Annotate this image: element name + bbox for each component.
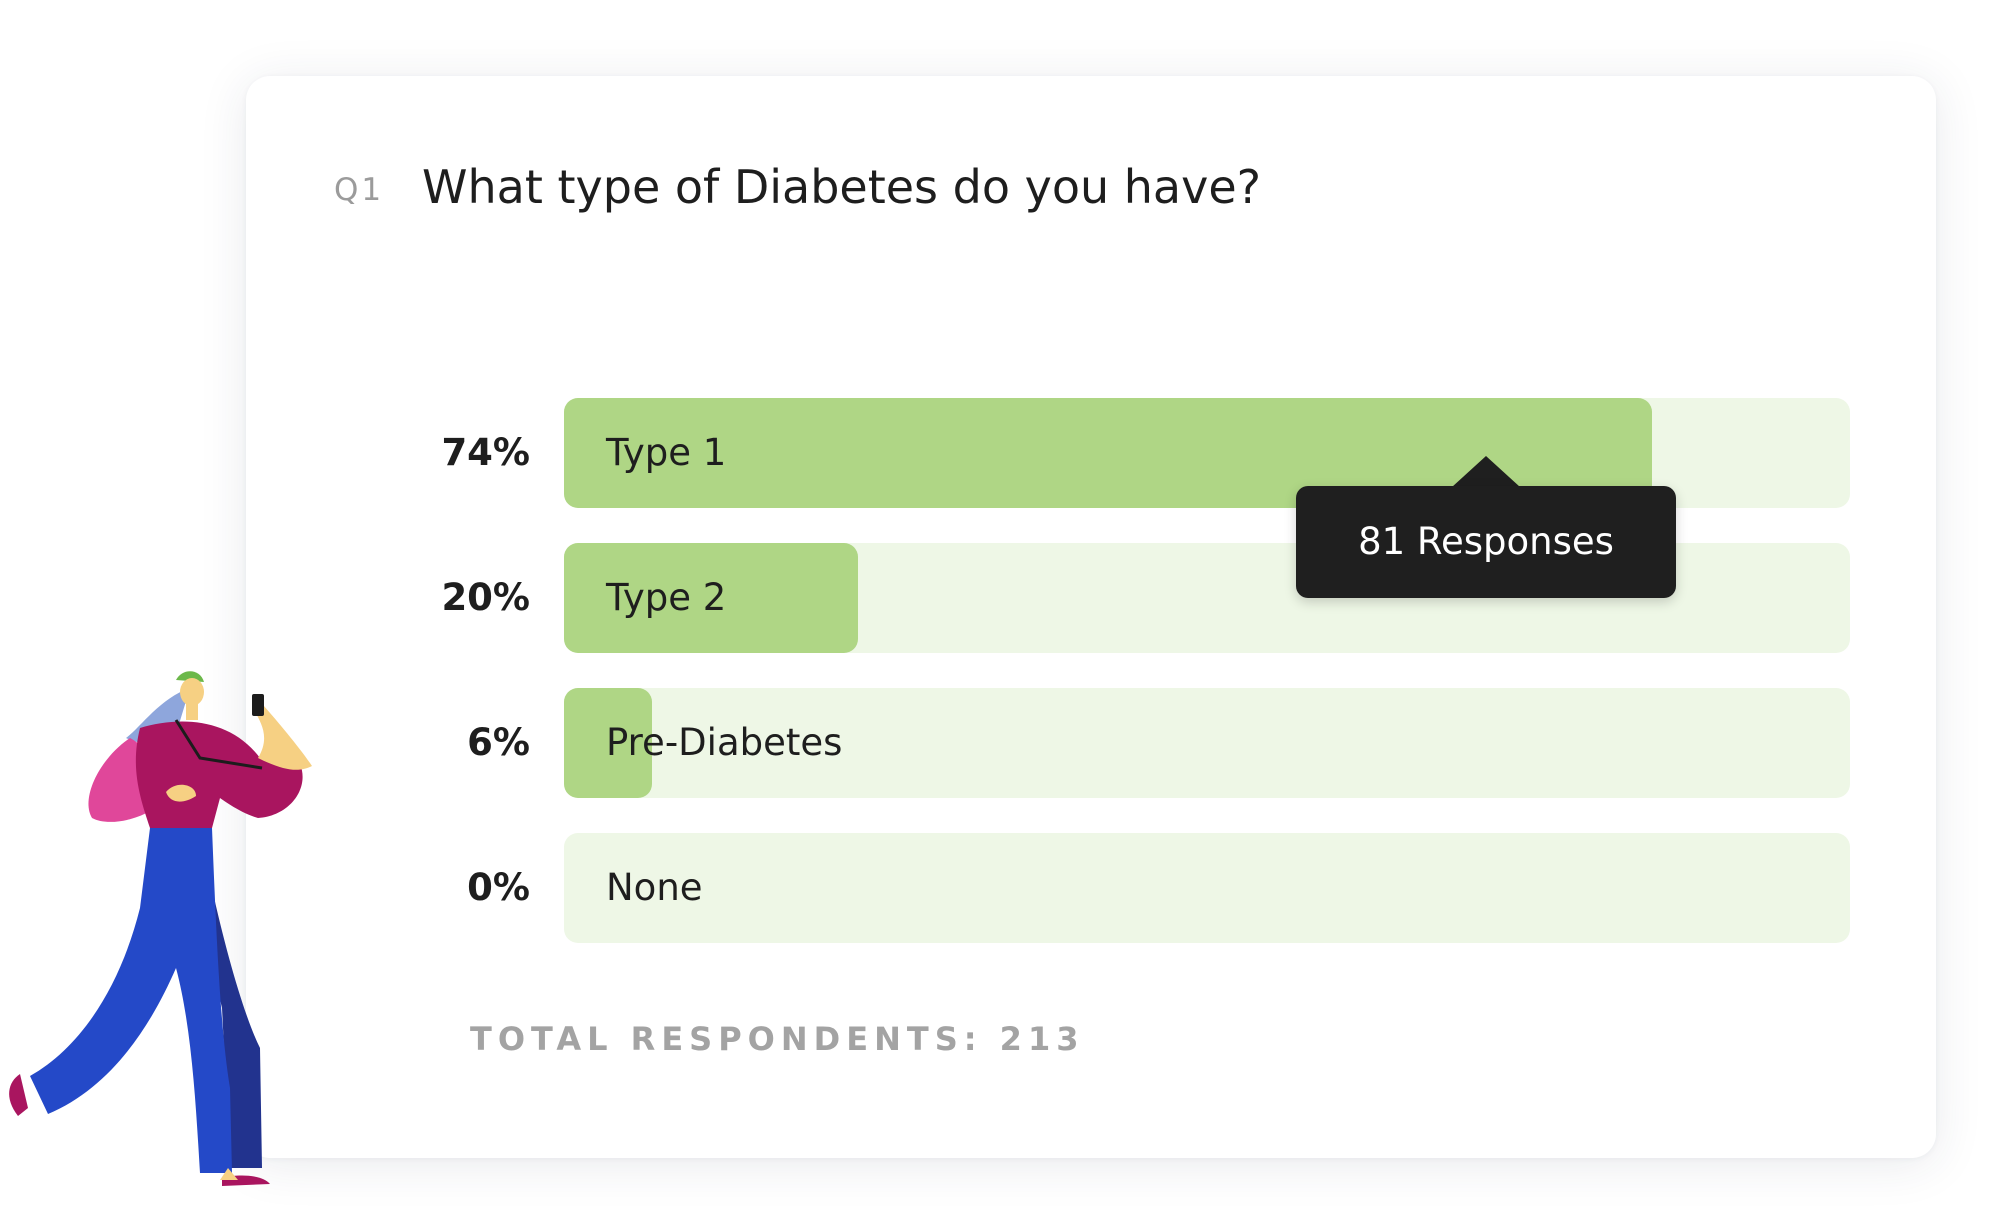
question-number: Q1 [334, 172, 385, 208]
bar-track [564, 688, 1850, 798]
bar-fill [564, 543, 858, 653]
percent-label: 6% [467, 721, 530, 764]
percent-label: 0% [467, 866, 530, 909]
percent-label: 20% [441, 576, 530, 619]
answer-label: Type 1 [606, 431, 727, 474]
walking-person-illustration [9, 671, 312, 1186]
answer-label: None [606, 866, 703, 909]
tooltip-arrow [1452, 456, 1520, 487]
bar-fill [564, 688, 652, 798]
question-text: What type of Diabetes do you have? [422, 160, 1262, 214]
answer-row[interactable]: Pre-Diabetes [564, 688, 1850, 798]
percent-label: 74% [441, 431, 530, 474]
bar-track [564, 833, 1850, 943]
answer-label: Pre-Diabetes [606, 721, 843, 764]
total-respondents: TOTAL RESPONDENTS: 213 [470, 1020, 1085, 1058]
answer-row[interactable]: None [564, 833, 1850, 943]
answer-label: Type 2 [606, 576, 727, 619]
responses-tooltip: 81 Responses [1296, 486, 1676, 598]
